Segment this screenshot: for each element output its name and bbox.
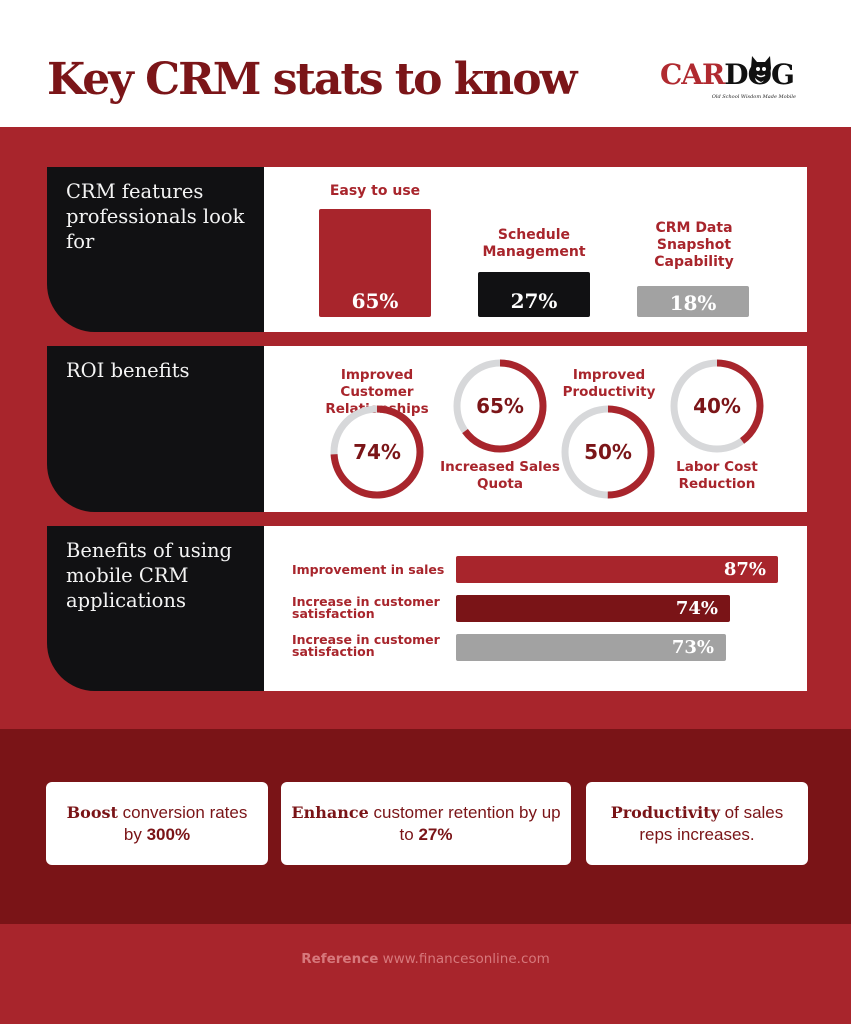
feature-bar: 65% [319, 209, 431, 317]
logo-text-car: CAR [660, 58, 725, 91]
stat-card-productivity: Productivity of sales reps increases. [586, 782, 808, 865]
cardog-logo[interactable]: CARDOG Old School Wisdom Made Mobile [660, 56, 800, 104]
feature-bar: 18% [637, 286, 749, 317]
section-header-panel: Benefits of using mobile CRM application… [47, 526, 264, 691]
mobile-bar-chart: Improvement in sales 87% Increase in cus… [264, 526, 807, 691]
reference-text: Reference www.financesonline.com [301, 951, 550, 967]
logo-tagline: Old School Wisdom Made Mobile [711, 94, 796, 100]
section-header-panel: CRM features professionals look for [47, 167, 264, 332]
bar-value: 73% [671, 637, 714, 658]
donut-value: 65% [476, 394, 524, 418]
donut-chart: 40% [669, 358, 765, 454]
bar-value: 87% [723, 559, 766, 580]
stat-keyword: Boost [66, 802, 118, 822]
section-title: Benefits of using mobile CRM application… [66, 539, 233, 612]
stat-number: 27% [418, 824, 453, 844]
section-title: CRM features professionals look for [66, 180, 245, 253]
feature-value: 27% [510, 289, 558, 313]
donut-chart: 50% [560, 404, 656, 500]
reference-link[interactable]: www.financesonline.com [382, 951, 550, 967]
stat-card-conversion: Boost conversion rates by 300% [46, 782, 268, 865]
stat-card-retention: Enhance customer retention by up to 27% [281, 782, 571, 865]
bar-label: Increase in customer satisfaction [292, 632, 440, 659]
section-mobile-crm: Benefits of using mobile CRM application… [47, 526, 807, 691]
roi-donut-charts: Improved Customer Relationships 74% 65% … [264, 346, 807, 512]
section-crm-features: CRM features professionals look for Easy… [47, 167, 807, 332]
donut-chart: 74% [329, 404, 425, 500]
stat-number: 300% [146, 824, 191, 844]
horizontal-bar: 73% [456, 634, 726, 661]
horizontal-bar: 74% [456, 595, 730, 622]
section-header-panel: ROI benefits [47, 346, 264, 512]
stat-keyword: Productivity [610, 802, 720, 822]
horizontal-bar: 87% [456, 556, 778, 583]
bar-label: Improvement in sales [292, 562, 445, 577]
header: Key CRM stats to know CARDOG Old School … [0, 0, 851, 127]
feature-label: Easy to use [329, 183, 421, 199]
feature-value: 65% [351, 289, 399, 313]
section-roi-benefits: ROI benefits Improved Customer Relations… [47, 346, 807, 512]
bar-value: 74% [675, 598, 718, 619]
feature-label: Schedule Management [482, 227, 586, 260]
features-bar-chart: Easy to use 65% Schedule Management 27% … [264, 167, 807, 332]
donut-chart: 65% [452, 358, 548, 454]
footer: Reference www.financesonline.com [0, 924, 851, 1024]
bar-label: Increase in customer satisfaction [292, 594, 440, 621]
donut-label: Increased Sales Quota [440, 459, 560, 492]
feature-label: CRM Data Snapshot Capability [654, 220, 734, 270]
donut-value: 74% [353, 440, 401, 464]
feature-bar: 27% [478, 272, 590, 317]
donut-value: 40% [693, 394, 741, 418]
dog-head-icon [751, 56, 771, 82]
feature-value: 18% [669, 291, 717, 315]
section-title: ROI benefits [66, 359, 190, 382]
donut-label: Labor Cost Reduction [676, 459, 758, 492]
donut-label: Improved Productivity [562, 367, 656, 400]
donut-value: 50% [584, 440, 632, 464]
stat-keyword: Enhance [291, 802, 369, 822]
page-title: Key CRM stats to know [47, 54, 577, 105]
